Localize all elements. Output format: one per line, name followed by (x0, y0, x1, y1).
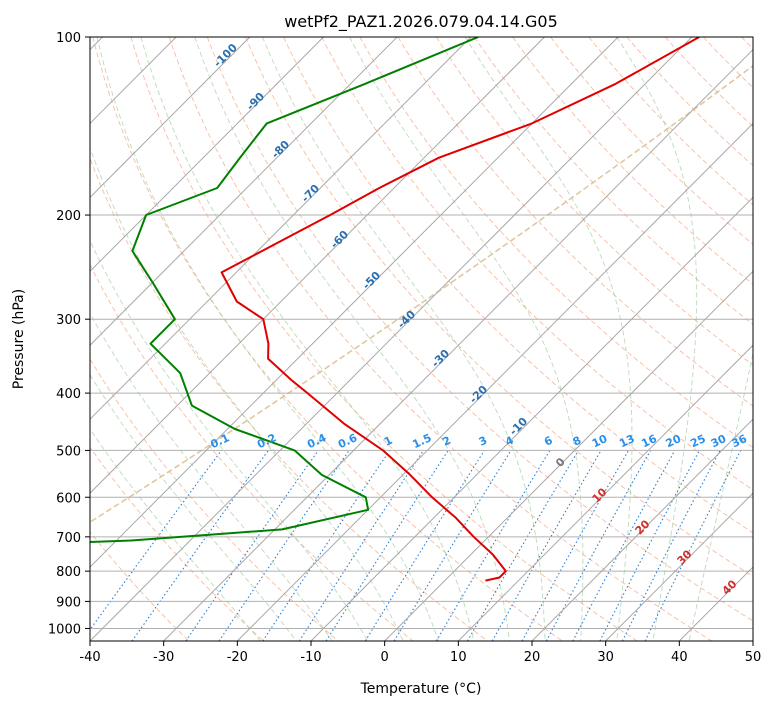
mixing-ratio-label: 13 (617, 432, 636, 450)
y-tick-label: 600 (56, 491, 81, 506)
moist-adiabat-line (689, 37, 775, 641)
dry-adiabat-line (0, 37, 338, 641)
mixing-ratio-line (522, 450, 628, 641)
dry-adiabat-line (551, 37, 775, 641)
y-tick-label: 400 (56, 387, 81, 402)
x-axis-label: Temperature (°C) (360, 681, 482, 697)
x-tick-label: 40 (671, 650, 688, 665)
isotherm-line (237, 37, 775, 641)
isotherm-line (0, 37, 544, 641)
moist-adiabat-line (1, 37, 333, 641)
dry-adiabat-label: -90 (244, 90, 267, 113)
dry-adiabat-label: -20 (467, 383, 490, 406)
mixing-ratio-line (263, 450, 390, 641)
plot-frame (90, 37, 753, 641)
mixing-ratio-label: 10 (590, 432, 610, 450)
dry-adiabat-line (0, 37, 189, 641)
isotherm-line (0, 37, 250, 641)
mixing-ratio-line (82, 450, 222, 641)
mixing-ratio-label: 0.1 (208, 431, 231, 451)
x-tick-label: -10 (300, 650, 321, 665)
isotherm-line (0, 37, 471, 641)
x-tick-label: -40 (79, 650, 100, 665)
dry-adiabat-line (703, 37, 775, 641)
dry-adiabat-label: -100 (211, 41, 240, 70)
reference-curve (0, 37, 775, 641)
mixing-ratio-line (299, 450, 423, 641)
mixing-ratio-label: 8 (571, 434, 583, 449)
x-tick-label: 20 (524, 650, 541, 665)
moist-adiabat-line (195, 37, 510, 641)
y-tick-label: 900 (56, 595, 81, 610)
mixing-ratio-label: 0.4 (305, 431, 328, 451)
dry-adiabat-label: -30 (429, 347, 452, 370)
moist-adiabat-line (0, 37, 260, 641)
mixing-ratio-line (546, 450, 650, 641)
temperature-profile-line (222, 37, 700, 581)
dry-adiabat-line (55, 37, 488, 641)
dry-adiabat-label: -40 (395, 308, 418, 331)
mixing-ratio-line (600, 450, 700, 641)
dry-adiabat-line (0, 37, 263, 641)
mixing-ratio-label: 1 (382, 434, 394, 449)
mixing-ratio-label: 36 (730, 432, 750, 450)
chart-title: wetPf2_PAZ1.2026.079.04.14.G05 (284, 12, 558, 32)
isotherm-line (0, 37, 323, 641)
x-tick-label: -20 (227, 650, 248, 665)
isotherm-line (90, 37, 692, 641)
y-axis-label: Pressure (hPa) (11, 289, 27, 389)
isotherm-line (0, 37, 397, 641)
y-tick-label: 700 (56, 531, 81, 546)
dry-adiabat-line (513, 37, 775, 641)
mixing-ratio-line (436, 450, 550, 641)
dry-adiabat-line (742, 37, 775, 641)
mixing-ratio-label: 20 (664, 432, 684, 450)
y-tick-label: 100 (56, 31, 81, 46)
mixing-ratio-label: 25 (688, 432, 707, 450)
x-tick-label: 0 (381, 650, 389, 665)
mixing-ratio-label: 30 (709, 432, 729, 450)
background-lines (0, 37, 775, 641)
mixing-ratio-label: 3 (477, 434, 489, 449)
y-tick-label: 500 (56, 444, 81, 459)
mixing-ratio-line (573, 450, 675, 641)
mixing-ratio-label: 16 (639, 432, 659, 450)
mixing-ratio-label: 2 (441, 434, 453, 449)
isotherm-line (753, 37, 775, 641)
mixing-ratio-line (326, 450, 448, 641)
isotherm-line (679, 37, 775, 641)
dry-adiabat-label: 0 (553, 455, 568, 470)
dry-adiabat-line (17, 37, 413, 641)
y-tick-label: 200 (56, 209, 81, 224)
y-tick-label: 800 (56, 565, 81, 580)
dry-adiabat-label: -50 (360, 269, 383, 292)
dry-adiabat-line (284, 37, 775, 641)
isotherm-line (16, 37, 618, 641)
mixing-ratio-label: 6 (542, 434, 555, 449)
dry-adiabat-label: 30 (675, 547, 695, 567)
x-tick-label: 50 (745, 650, 762, 665)
dry-adiabat-line (131, 37, 637, 641)
dry-adiabat-label: -70 (299, 182, 322, 205)
x-tick-label: 30 (597, 650, 614, 665)
isotherm-line (606, 37, 775, 641)
dry-adiabat-label: -60 (328, 228, 351, 251)
moist-adiabat-line (262, 37, 545, 641)
y-tick-label: 300 (56, 313, 81, 328)
dry-adiabat-label: 10 (590, 485, 610, 505)
isotherm-line (532, 37, 775, 641)
isotherm-line (164, 37, 766, 641)
dry-adiabat-label: 40 (720, 577, 740, 597)
dry-adiabat-line (169, 37, 712, 641)
y-tick-label: 1000 (48, 622, 81, 637)
dry-adiabat-label: 20 (633, 517, 653, 537)
x-tick-label: -30 (153, 650, 174, 665)
dry-adiabat-label: -80 (269, 138, 292, 161)
x-tick-label: 10 (450, 650, 467, 665)
mixing-ratio-line (622, 450, 720, 641)
